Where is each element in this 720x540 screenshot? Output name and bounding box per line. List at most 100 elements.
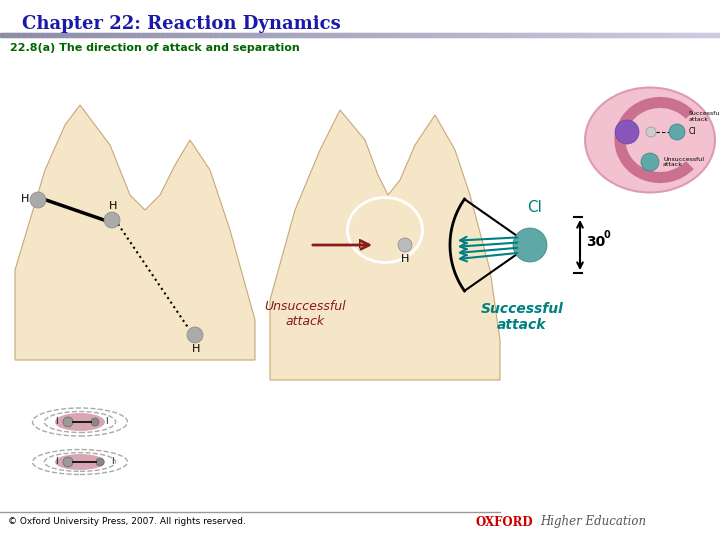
Bar <box>451 33 454 37</box>
Bar <box>305 33 308 37</box>
Bar <box>19 33 22 37</box>
Bar <box>326 33 330 37</box>
Bar <box>554 33 558 37</box>
Text: Chapter 22: Reaction Dynamics: Chapter 22: Reaction Dynamics <box>22 15 341 33</box>
Bar <box>624 33 627 37</box>
Bar <box>396 33 400 37</box>
Bar <box>41 33 44 37</box>
Bar <box>598 33 601 37</box>
Bar <box>526 33 529 37</box>
Text: 22.8(a) The direction of attack and separation: 22.8(a) The direction of attack and sepa… <box>10 43 300 53</box>
Bar <box>482 33 486 37</box>
Bar <box>511 33 515 37</box>
Text: I: I <box>111 457 113 467</box>
Bar <box>0 33 4 37</box>
Bar <box>58 33 61 37</box>
Bar <box>540 33 544 37</box>
Bar <box>74 33 78 37</box>
Bar <box>257 33 260 37</box>
Bar <box>281 33 284 37</box>
Bar <box>538 33 541 37</box>
Bar <box>156 33 159 37</box>
Bar <box>194 33 198 37</box>
Bar <box>473 33 476 37</box>
Bar <box>403 33 407 37</box>
Circle shape <box>646 127 656 137</box>
Bar <box>682 33 685 37</box>
Circle shape <box>641 153 659 171</box>
Bar <box>331 33 335 37</box>
Bar <box>684 33 688 37</box>
Bar <box>204 33 207 37</box>
Bar <box>120 33 123 37</box>
Bar <box>34 33 37 37</box>
Bar <box>701 33 704 37</box>
Bar <box>542 33 546 37</box>
Bar <box>182 33 186 37</box>
Bar <box>377 33 380 37</box>
Bar <box>374 33 378 37</box>
Bar <box>639 33 642 37</box>
Bar <box>401 33 404 37</box>
Bar <box>247 33 251 37</box>
Bar <box>307 33 310 37</box>
Bar <box>187 33 191 37</box>
Bar <box>189 33 193 37</box>
Bar <box>485 33 488 37</box>
Bar <box>679 33 683 37</box>
Bar <box>269 33 272 37</box>
Bar <box>657 33 661 37</box>
Bar <box>322 33 325 37</box>
Bar <box>614 33 618 37</box>
Bar <box>585 33 589 37</box>
Bar <box>513 33 517 37</box>
Bar <box>605 33 608 37</box>
Bar <box>233 33 236 37</box>
Bar <box>463 33 467 37</box>
Bar <box>454 33 457 37</box>
Bar <box>245 33 248 37</box>
Bar <box>528 33 531 37</box>
Bar <box>185 33 188 37</box>
Text: 0: 0 <box>604 230 611 240</box>
Bar <box>470 33 474 37</box>
Bar <box>504 33 508 37</box>
Bar <box>338 33 342 37</box>
Bar <box>211 33 215 37</box>
Bar <box>17 33 20 37</box>
Bar <box>89 33 92 37</box>
Circle shape <box>96 458 104 466</box>
Bar <box>266 33 270 37</box>
Bar <box>708 33 711 37</box>
Bar <box>358 33 361 37</box>
Bar <box>139 33 143 37</box>
Bar <box>643 33 647 37</box>
Bar <box>372 33 375 37</box>
Bar <box>487 33 490 37</box>
Bar <box>715 33 719 37</box>
Bar <box>547 33 551 37</box>
Bar <box>240 33 243 37</box>
Bar <box>290 33 294 37</box>
Bar <box>197 33 200 37</box>
Bar <box>355 33 359 37</box>
Bar <box>50 33 54 37</box>
Text: Cl: Cl <box>689 127 696 137</box>
Bar <box>144 33 148 37</box>
Bar <box>581 33 584 37</box>
Bar <box>629 33 632 37</box>
Bar <box>12 33 15 37</box>
Bar <box>132 33 135 37</box>
Bar <box>63 33 66 37</box>
Bar <box>516 33 519 37</box>
Bar <box>492 33 495 37</box>
Circle shape <box>104 212 120 228</box>
Bar <box>312 33 315 37</box>
Bar <box>283 33 287 37</box>
Bar <box>250 33 253 37</box>
Bar <box>595 33 598 37</box>
Bar <box>276 33 279 37</box>
Bar <box>648 33 652 37</box>
Text: 30: 30 <box>586 235 606 249</box>
Ellipse shape <box>585 87 715 192</box>
